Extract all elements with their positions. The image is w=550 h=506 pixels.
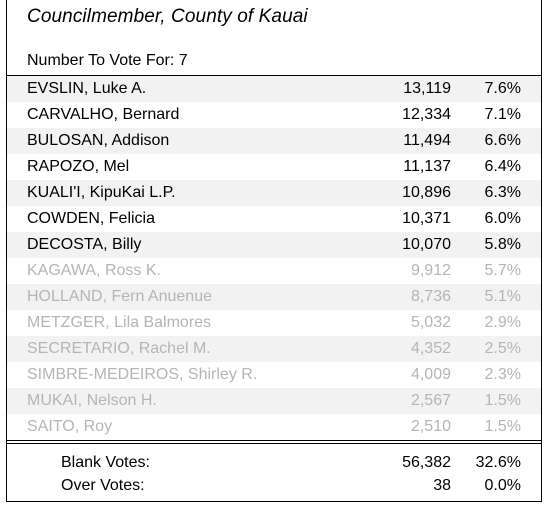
candidate-row: METZGER, Lila Balmores 5,032 2.9% <box>7 310 541 336</box>
candidate-row: RAPOZO, Mel 11,137 6.4% <box>7 154 541 180</box>
candidate-row: SECRETARIO, Rachel M. 4,352 2.5% <box>7 336 541 362</box>
candidate-percent: 7.6% <box>484 80 521 97</box>
candidate-row: SAITO, Roy 2,510 1.5% <box>7 414 541 440</box>
candidate-row: HOLLAND, Fern Anuenue 8,736 5.1% <box>7 284 541 310</box>
candidate-percent: 2.5% <box>484 340 521 357</box>
candidate-percent: 7.1% <box>484 106 521 123</box>
candidate-votes: 11,137 <box>403 158 451 175</box>
candidate-votes: 8,736 <box>410 288 451 305</box>
summary-row: Blank Votes: 56,382 32.6% <box>7 452 541 475</box>
candidate-name: EVSLIN, Luke A. <box>27 80 147 97</box>
candidate-name: SIMBRE-MEDEIROS, Shirley R. <box>27 366 258 383</box>
summary-votes: 38 <box>433 477 451 494</box>
candidate-row: CARVALHO, Bernard 12,334 7.1% <box>7 102 541 128</box>
candidate-row: COWDEN, Felicia 10,371 6.0% <box>7 206 541 232</box>
candidate-votes: 5,032 <box>410 314 451 331</box>
candidate-row: KUALI'I, KipuKai L.P. 10,896 6.3% <box>7 180 541 206</box>
candidate-row: BULOSAN, Addison 11,494 6.6% <box>7 128 541 154</box>
candidate-name: KUALI'I, KipuKai L.P. <box>27 184 176 201</box>
candidate-votes: 13,119 <box>403 80 451 97</box>
summary-divider <box>7 440 541 444</box>
candidate-row: KAGAWA, Ross K. 9,912 5.7% <box>7 258 541 284</box>
candidate-votes: 2,567 <box>410 392 451 409</box>
candidate-name: CARVALHO, Bernard <box>27 106 180 123</box>
candidate-votes: 2,510 <box>410 418 451 435</box>
candidate-percent: 6.0% <box>484 210 521 227</box>
results-panel: Councilmember, County of Kauai Number To… <box>6 0 542 502</box>
candidate-row: SIMBRE-MEDEIROS, Shirley R. 4,009 2.3% <box>7 362 541 388</box>
candidate-percent: 2.3% <box>484 366 521 383</box>
candidate-row: MUKAI, Nelson H. 2,567 1.5% <box>7 388 541 414</box>
candidate-name: MUKAI, Nelson H. <box>27 392 157 409</box>
candidate-name: HOLLAND, Fern Anuenue <box>27 288 212 305</box>
header-divider <box>7 75 541 76</box>
candidate-name: COWDEN, Felicia <box>27 210 156 227</box>
candidate-votes: 10,070 <box>402 236 451 253</box>
candidate-name: RAPOZO, Mel <box>27 158 130 175</box>
summary-percent: 0.0% <box>484 477 521 494</box>
candidate-percent: 6.3% <box>484 184 521 201</box>
candidate-votes: 11,494 <box>403 132 451 149</box>
candidate-percent: 2.9% <box>484 314 521 331</box>
summary-row: Over Votes: 38 0.0% <box>7 475 541 498</box>
summary-percent: 32.6% <box>475 454 521 471</box>
summary-label: Blank Votes: <box>61 454 150 471</box>
candidate-percent: 6.4% <box>484 158 521 175</box>
candidate-name: BULOSAN, Addison <box>27 132 170 149</box>
candidate-name: SECRETARIO, Rachel M. <box>27 340 211 357</box>
candidate-percent: 5.1% <box>484 288 521 305</box>
candidate-name: DECOSTA, Billy <box>27 236 142 253</box>
candidate-name: KAGAWA, Ross K. <box>27 262 161 279</box>
summary-list: Blank Votes: 56,382 32.6% Over Votes: 38 0.0% <box>7 452 541 498</box>
candidate-name: METZGER, Lila Balmores <box>27 314 212 331</box>
candidate-percent: 5.7% <box>484 262 521 279</box>
candidate-votes: 9,912 <box>410 262 451 279</box>
candidate-row: EVSLIN, Luke A. 13,119 7.6% <box>7 76 541 102</box>
candidate-percent: 5.8% <box>484 236 521 253</box>
candidate-votes: 10,896 <box>402 184 451 201</box>
vote-for-label: Number To Vote For: 7 <box>27 52 188 69</box>
candidate-row: DECOSTA, Billy 10,070 5.8% <box>7 232 541 258</box>
summary-votes: 56,382 <box>402 454 451 471</box>
candidate-votes: 4,352 <box>410 340 451 357</box>
candidate-percent: 6.6% <box>484 132 521 149</box>
candidate-list: EVSLIN, Luke A. 13,119 7.6% CARVALHO, Berna… <box>7 76 541 440</box>
candidate-name: SAITO, Roy <box>27 418 113 435</box>
contest-title: Councilmember, County of Kauai <box>27 6 308 27</box>
candidate-percent: 1.5% <box>484 392 521 409</box>
candidate-votes: 10,371 <box>402 210 451 227</box>
candidate-votes: 4,009 <box>410 366 451 383</box>
candidate-votes: 12,334 <box>402 106 451 123</box>
candidate-percent: 1.5% <box>484 418 521 435</box>
summary-label: Over Votes: <box>61 477 145 494</box>
